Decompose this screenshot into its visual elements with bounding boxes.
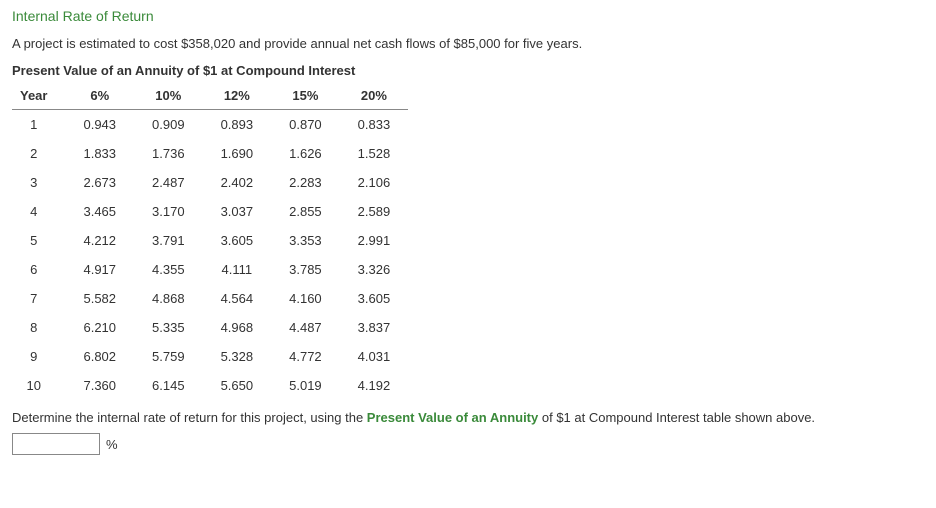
table-cell: 2.283: [271, 168, 340, 197]
table-cell: 2.589: [340, 197, 409, 226]
table-cell: 3.605: [340, 284, 409, 313]
table-cell: 0.870: [271, 110, 340, 140]
table-cell: 2.855: [271, 197, 340, 226]
table-row: 75.5824.8684.5644.1603.605: [12, 284, 408, 313]
table-cell: 3.605: [203, 226, 272, 255]
table-cell: 5.759: [134, 342, 203, 371]
col-header-12: 12%: [203, 82, 272, 110]
table-cell: 3.465: [65, 197, 134, 226]
table-cell: 4.031: [340, 342, 409, 371]
col-header-year: Year: [12, 82, 65, 110]
table-cell: 2.991: [340, 226, 409, 255]
table-cell: 10: [12, 371, 65, 400]
table-cell: 0.893: [203, 110, 272, 140]
table-cell: 4.212: [65, 226, 134, 255]
table-cell: 5.650: [203, 371, 272, 400]
table-row: 64.9174.3554.1113.7853.326: [12, 255, 408, 284]
answer-unit: %: [106, 437, 118, 452]
table-cell: 5.335: [134, 313, 203, 342]
table-cell: 0.833: [340, 110, 409, 140]
table-cell: 3.353: [271, 226, 340, 255]
table-cell: 5: [12, 226, 65, 255]
table-cell: 4: [12, 197, 65, 226]
table-cell: 0.943: [65, 110, 134, 140]
table-cell: 5.328: [203, 342, 272, 371]
col-header-20: 20%: [340, 82, 409, 110]
table-cell: 3.837: [340, 313, 409, 342]
table-title: Present Value of an Annuity of $1 at Com…: [12, 63, 924, 78]
table-cell: 1.833: [65, 139, 134, 168]
table-row: 10.9430.9090.8930.8700.833: [12, 110, 408, 140]
table-cell: 0.909: [134, 110, 203, 140]
table-cell: 1.626: [271, 139, 340, 168]
prompt-post: of $1 at Compound Interest table shown a…: [538, 410, 815, 425]
table-cell: 1.690: [203, 139, 272, 168]
table-cell: 3.326: [340, 255, 409, 284]
table-cell: 6.210: [65, 313, 134, 342]
table-cell: 2.487: [134, 168, 203, 197]
prompt-pre: Determine the internal rate of return fo…: [12, 410, 367, 425]
intro-text: A project is estimated to cost $358,020 …: [12, 36, 924, 51]
question-prompt: Determine the internal rate of return fo…: [12, 410, 924, 425]
table-cell: 4.355: [134, 255, 203, 284]
table-row: 107.3606.1455.6505.0194.192: [12, 371, 408, 400]
table-cell: 5.019: [271, 371, 340, 400]
table-cell: 6.145: [134, 371, 203, 400]
table-cell: 2.106: [340, 168, 409, 197]
table-cell: 9: [12, 342, 65, 371]
col-header-6: 6%: [65, 82, 134, 110]
table-cell: 4.192: [340, 371, 409, 400]
table-cell: 3.791: [134, 226, 203, 255]
table-row: 96.8025.7595.3284.7724.031: [12, 342, 408, 371]
table-cell: 4.917: [65, 255, 134, 284]
table-row: 43.4653.1703.0372.8552.589: [12, 197, 408, 226]
table-body: 10.9430.9090.8930.8700.83321.8331.7361.6…: [12, 110, 408, 401]
col-header-15: 15%: [271, 82, 340, 110]
prompt-ref: Present Value of an Annuity: [367, 410, 538, 425]
table-cell: 3.785: [271, 255, 340, 284]
table-cell: 4.487: [271, 313, 340, 342]
table-cell: 3: [12, 168, 65, 197]
table-cell: 1.528: [340, 139, 409, 168]
page-title: Internal Rate of Return: [12, 8, 924, 24]
table-cell: 2.673: [65, 168, 134, 197]
annuity-table: Year 6% 10% 12% 15% 20% 10.9430.9090.893…: [12, 82, 408, 400]
table-cell: 1: [12, 110, 65, 140]
table-cell: 6.802: [65, 342, 134, 371]
table-cell: 3.170: [134, 197, 203, 226]
table-cell: 6: [12, 255, 65, 284]
answer-row: %: [12, 433, 924, 455]
table-row: 54.2123.7913.6053.3532.991: [12, 226, 408, 255]
table-cell: 8: [12, 313, 65, 342]
table-cell: 4.160: [271, 284, 340, 313]
table-cell: 4.968: [203, 313, 272, 342]
table-cell: 2: [12, 139, 65, 168]
table-cell: 5.582: [65, 284, 134, 313]
table-cell: 4.564: [203, 284, 272, 313]
table-cell: 7.360: [65, 371, 134, 400]
table-cell: 4.772: [271, 342, 340, 371]
table-cell: 7: [12, 284, 65, 313]
table-cell: 4.111: [203, 255, 272, 284]
table-cell: 4.868: [134, 284, 203, 313]
table-cell: 2.402: [203, 168, 272, 197]
table-cell: 1.736: [134, 139, 203, 168]
table-cell: 3.037: [203, 197, 272, 226]
table-row: 32.6732.4872.4022.2832.106: [12, 168, 408, 197]
col-header-10: 10%: [134, 82, 203, 110]
table-header-row: Year 6% 10% 12% 15% 20%: [12, 82, 408, 110]
table-row: 21.8331.7361.6901.6261.528: [12, 139, 408, 168]
table-row: 86.2105.3354.9684.4873.837: [12, 313, 408, 342]
answer-input[interactable]: [12, 433, 100, 455]
